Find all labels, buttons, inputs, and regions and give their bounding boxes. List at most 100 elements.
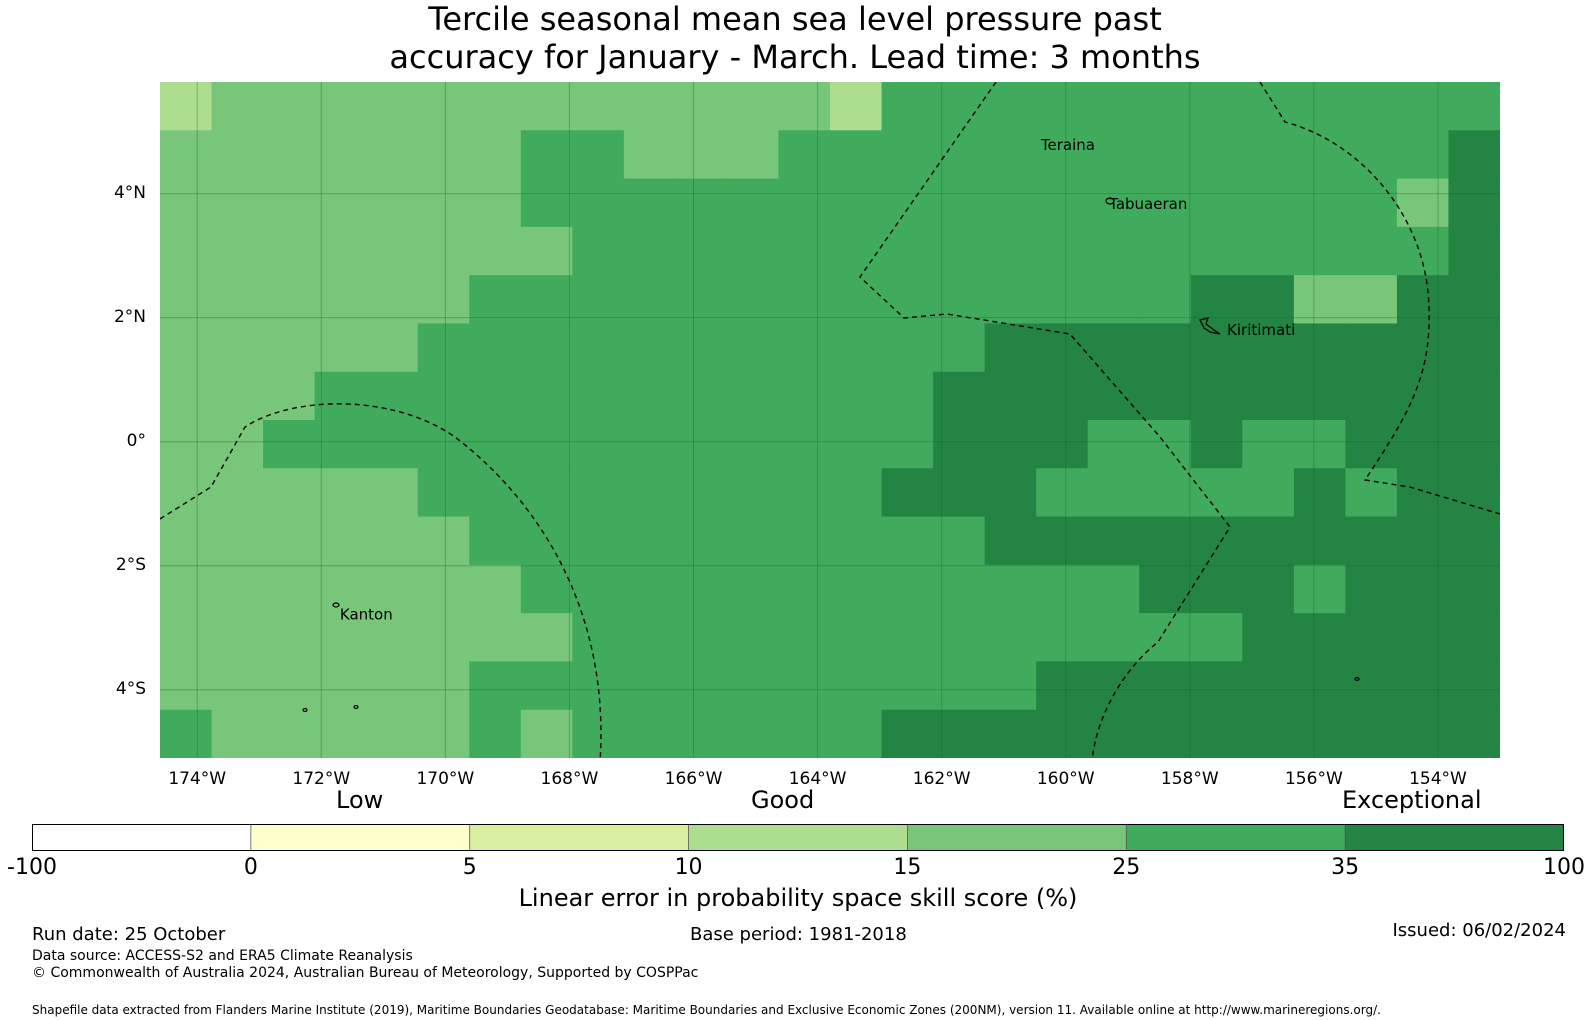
skill-cell [1087,516,1140,566]
skill-cell [1293,130,1346,180]
skill-cell [778,613,831,663]
skill-cell [1345,613,1398,663]
lat-label: 4°S [115,678,146,699]
skill-cell [726,82,780,131]
skill-cell [1087,226,1140,276]
skill-cell [1242,82,1295,131]
skill-cell [1293,82,1346,131]
skill-cell [211,709,264,759]
skill-cell [366,371,419,421]
quality-label-exceptional: Exceptional [1342,786,1482,814]
skill-cell [1139,178,1192,228]
skill-cell [1242,420,1295,469]
quality-label-good: Good [751,786,815,814]
skill-cell [1190,661,1243,711]
skill-cell [1293,275,1346,325]
skill-cell [160,613,213,663]
skill-cell [211,516,264,566]
skill-cell [263,275,316,325]
skill-cell [881,178,934,228]
colorbar-segment [907,824,1128,851]
skill-cell [520,709,573,759]
islands [302,197,1360,713]
skill-cell [675,323,728,373]
skill-cell [1036,709,1089,759]
skill-cell [1139,564,1192,614]
skill-cell [1396,130,1450,180]
skill-cell [572,82,625,131]
skill-cell [1036,371,1089,421]
skill-cell [1396,516,1450,566]
lon-label: 166°W [664,769,723,789]
skill-cell [1190,275,1243,325]
chart-title: Tercile seasonal mean sea level pressure… [0,0,1590,76]
skill-cell [984,178,1037,228]
skill-cell [623,709,676,759]
skill-cell [1293,371,1346,421]
skill-cell [933,661,986,711]
skill-cell [1293,613,1346,663]
skill-cell [1087,613,1140,663]
place-label-teraina: Teraina [1040,136,1095,154]
skill-cell [1448,323,1501,373]
skill-cell [263,130,316,180]
skill-cell [1190,564,1243,614]
skill-cell [1396,323,1450,373]
skill-cell [675,709,728,759]
skill-cell [520,371,573,421]
colorbar-tick: 10 [674,855,703,880]
skill-cell [1190,516,1243,566]
lat-label: 2°S [115,554,146,575]
skill-cell [366,82,419,131]
skill-cell [417,371,470,421]
skill-cell [572,516,625,566]
skill-cell [1242,468,1295,518]
skill-cell [417,661,470,711]
colorbar-segment [250,824,471,851]
skill-cell [623,275,676,325]
skill-cell [520,661,573,711]
skill-cell [417,178,470,228]
skill-cell [1293,323,1346,373]
skill-cell [778,371,831,421]
quality-label-low: Low [336,786,384,814]
skill-cell [263,420,316,469]
skill-cell [1036,82,1089,131]
skill-cell [417,323,470,373]
graticule [160,82,1500,758]
skill-cell [1087,468,1140,518]
skill-cell [830,323,883,373]
skill-cell [572,709,625,759]
title-line-1: Tercile seasonal mean sea level pressure… [428,0,1162,38]
skill-cell [830,275,883,325]
skill-cell [211,564,264,614]
skill-cell [314,709,367,759]
skill-cell [160,564,213,614]
skill-cell [933,613,986,663]
skill-cell [366,420,419,469]
skill-cell [1242,564,1295,614]
skill-cell [417,613,470,663]
skill-cell [1293,709,1346,759]
skill-cell [726,371,780,421]
skill-cell [623,82,676,131]
skill-cell [469,420,522,469]
island-small-3 [1354,676,1360,682]
skill-cell [211,613,264,663]
skill-cell [726,178,780,228]
skill-cell [933,275,986,325]
skill-cell [1139,613,1192,663]
skill-cell [881,564,934,614]
skill-cell [520,516,573,566]
skill-cell [469,516,522,566]
colorbar-segment [1125,824,1347,851]
skill-cell [263,709,316,759]
colorbar-tick: 0 [243,855,258,880]
lon-label: 164°W [788,769,847,789]
skill-map-svg: Teraina Tabuaeran Kiritimati Kanton [159,81,1501,763]
skill-cell [1345,564,1398,614]
skill-cell [1242,178,1295,228]
skill-cell [1396,371,1450,421]
skill-cell [572,178,625,228]
skill-cell [1036,323,1089,373]
